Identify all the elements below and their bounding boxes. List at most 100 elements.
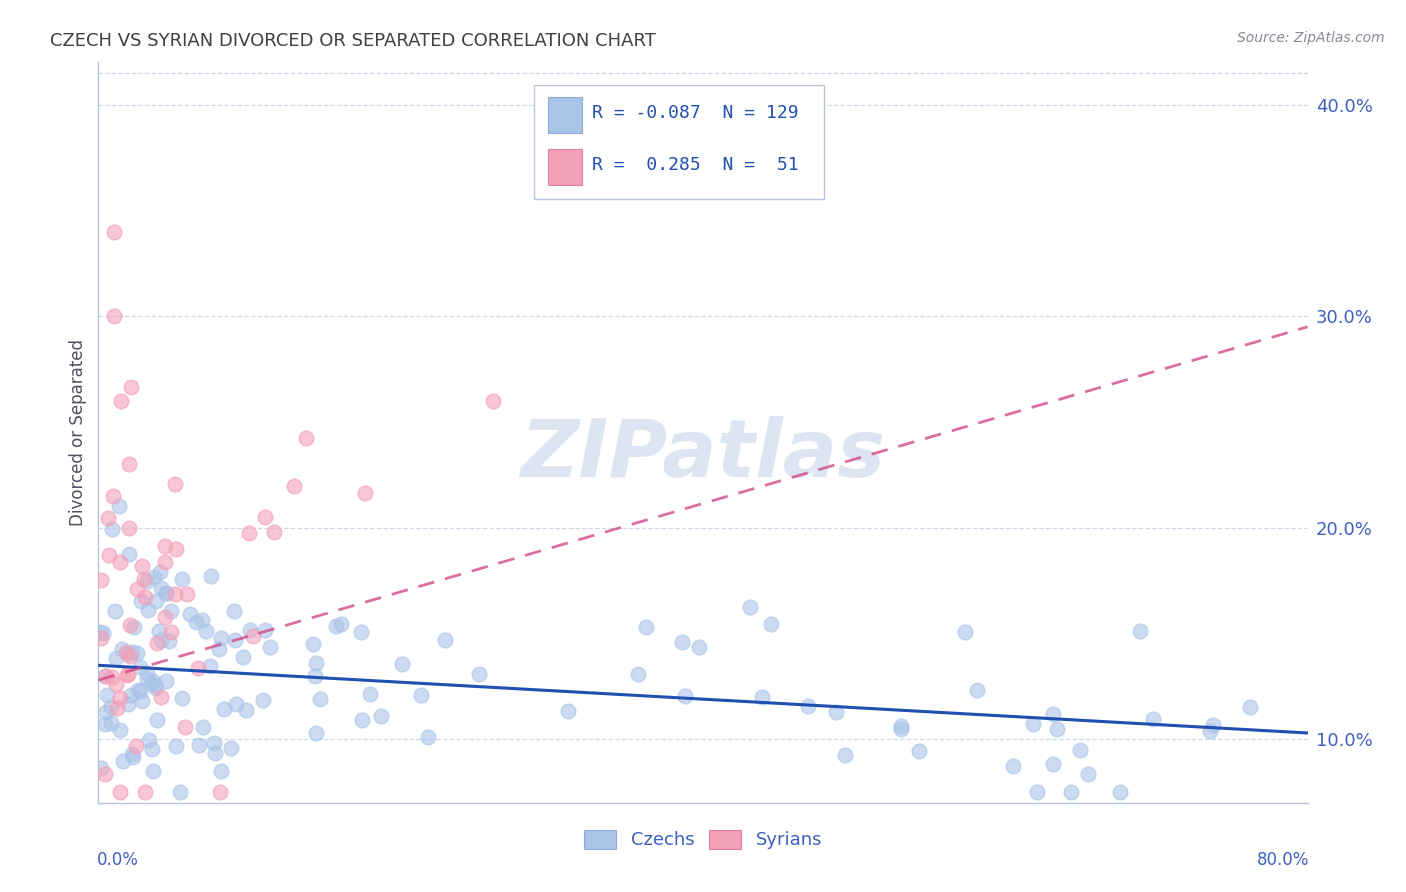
Point — [176, 587, 198, 601]
Point — [104, 677, 127, 691]
Point — [671, 634, 693, 648]
Point — [114, 645, 136, 659]
Point — [111, 755, 134, 769]
Point — [239, 624, 262, 638]
Point — [418, 730, 440, 744]
Point — [305, 657, 328, 671]
Point — [209, 631, 232, 645]
Point — [128, 684, 150, 698]
Point — [1202, 717, 1225, 731]
Point — [94, 669, 117, 683]
Point — [136, 666, 159, 681]
Point — [104, 604, 127, 618]
Point — [153, 609, 176, 624]
Point — [219, 740, 242, 755]
Point — [108, 555, 131, 569]
Point — [195, 624, 218, 639]
Text: R =  0.285  N =  51: R = 0.285 N = 51 — [592, 155, 799, 174]
Point — [160, 625, 183, 640]
Point — [482, 394, 505, 409]
Point — [330, 617, 353, 632]
Point — [111, 642, 134, 657]
Point — [93, 625, 115, 640]
Point — [797, 698, 820, 713]
Point — [150, 582, 173, 596]
Point — [1021, 716, 1043, 731]
Point — [191, 720, 214, 734]
Point — [121, 645, 143, 659]
Point — [101, 489, 124, 503]
Point — [118, 648, 141, 663]
Point — [142, 673, 165, 688]
Point — [1060, 785, 1083, 799]
Point — [208, 642, 231, 657]
Point — [90, 761, 112, 775]
Point — [103, 225, 125, 239]
Point — [100, 715, 122, 730]
Point — [98, 548, 121, 562]
Point — [100, 522, 122, 536]
Point — [145, 594, 167, 608]
Point — [232, 650, 254, 665]
Point — [673, 689, 696, 703]
Point — [115, 647, 138, 661]
Point — [94, 705, 117, 719]
Point — [141, 741, 163, 756]
Point — [146, 714, 169, 728]
Point — [235, 703, 257, 717]
Point — [370, 708, 392, 723]
Point — [159, 603, 181, 617]
Point — [238, 526, 260, 541]
Point — [740, 599, 762, 614]
Point — [252, 693, 274, 707]
Point — [1069, 742, 1091, 756]
Point — [110, 393, 132, 408]
Point — [125, 646, 148, 660]
Point — [242, 629, 264, 643]
Point — [751, 690, 773, 704]
Point — [155, 673, 177, 688]
Point — [120, 380, 142, 394]
Point — [118, 547, 141, 561]
Point — [131, 558, 153, 573]
Point — [302, 637, 325, 651]
Point — [305, 726, 328, 740]
Point — [117, 698, 139, 712]
Point — [433, 632, 456, 647]
Point — [208, 785, 231, 799]
Point — [350, 625, 373, 640]
Point — [131, 694, 153, 708]
Point — [200, 658, 222, 673]
Text: R = -0.087  N = 129: R = -0.087 N = 129 — [592, 103, 799, 122]
Point — [125, 739, 148, 753]
Text: Source: ZipAtlas.com: Source: ZipAtlas.com — [1237, 31, 1385, 45]
Point — [170, 572, 193, 586]
Point — [155, 585, 177, 599]
Point — [907, 744, 929, 758]
Point — [209, 764, 232, 778]
Y-axis label: Divorced or Separated: Divorced or Separated — [69, 339, 87, 526]
Point — [225, 698, 247, 712]
Point — [118, 458, 141, 472]
Point — [120, 688, 142, 702]
Point — [90, 631, 112, 645]
Point — [214, 701, 236, 715]
Text: ZIPatlas: ZIPatlas — [520, 416, 886, 494]
Point — [118, 617, 141, 632]
Point — [204, 746, 226, 760]
Point — [138, 732, 160, 747]
Point — [122, 620, 145, 634]
Point — [202, 736, 225, 750]
Point — [1077, 767, 1099, 781]
Point — [145, 681, 167, 695]
Point — [96, 688, 118, 702]
Point — [94, 716, 117, 731]
Point — [100, 699, 122, 714]
Point — [110, 690, 132, 705]
Point — [1046, 723, 1069, 737]
Point — [411, 688, 433, 702]
Text: CZECH VS SYRIAN DIVORCED OR SEPARATED CORRELATION CHART: CZECH VS SYRIAN DIVORCED OR SEPARATED CO… — [51, 32, 657, 50]
Point — [761, 617, 783, 632]
Point — [1199, 724, 1222, 739]
Point — [121, 747, 143, 761]
